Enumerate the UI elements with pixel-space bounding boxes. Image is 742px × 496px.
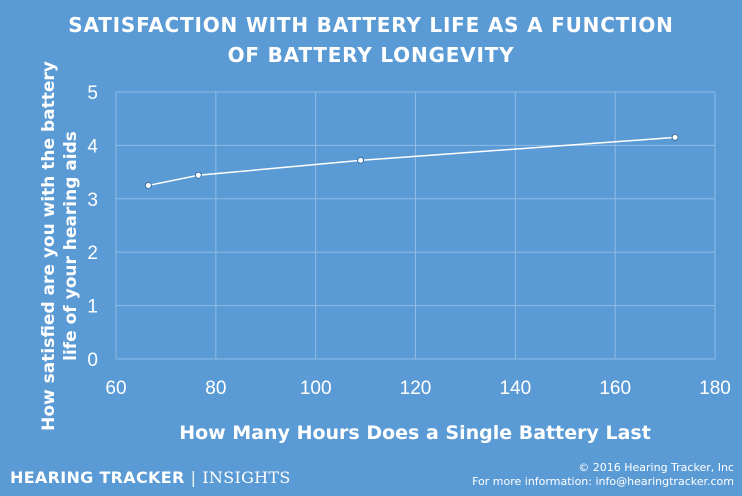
- series-line: [148, 136, 676, 187]
- y-tick-label: 2: [87, 243, 98, 264]
- x-tick-label: 80: [205, 378, 226, 399]
- y-tick-label: 0: [87, 350, 98, 371]
- chart-title-line-1: SATISFACTION WITH BATTERY LIFE AS A FUNC…: [68, 13, 674, 37]
- chart-title: SATISFACTION WITH BATTERY LIFE AS A FUNC…: [0, 10, 742, 70]
- x-tick-label: 180: [699, 378, 731, 399]
- x-tick-label: 140: [499, 378, 531, 399]
- data-point: [144, 181, 152, 189]
- credits: © 2016 Hearing Tracker, Inc For more inf…: [472, 461, 734, 489]
- x-tick-label: 120: [400, 378, 432, 399]
- x-tick-label: 100: [300, 378, 332, 399]
- x-axis-label: How Many Hours Does a Single Battery Las…: [179, 422, 651, 444]
- x-tick-label: 60: [105, 378, 126, 399]
- brand-logo: HEARING TRACKER | INSIGHTS: [10, 468, 291, 487]
- data-point: [357, 156, 365, 164]
- data-point: [671, 133, 679, 141]
- y-tick-label: 4: [87, 136, 98, 157]
- brand-name: HEARING TRACKER: [10, 468, 185, 487]
- x-tick-label: 160: [599, 378, 631, 399]
- copyright-text: © 2016 Hearing Tracker, Inc: [578, 461, 734, 474]
- contact-text: For more information: info@hearingtracke…: [472, 475, 734, 488]
- data-point: [194, 171, 202, 179]
- y-tick-label: 5: [87, 83, 98, 104]
- y-tick-label: 3: [87, 190, 98, 211]
- chart-title-line-2: OF BATTERY LONGEVITY: [227, 43, 515, 67]
- brand-separator: |: [190, 468, 197, 487]
- y-tick-label: 1: [87, 297, 98, 318]
- brand-subtitle: INSIGHTS: [202, 468, 291, 487]
